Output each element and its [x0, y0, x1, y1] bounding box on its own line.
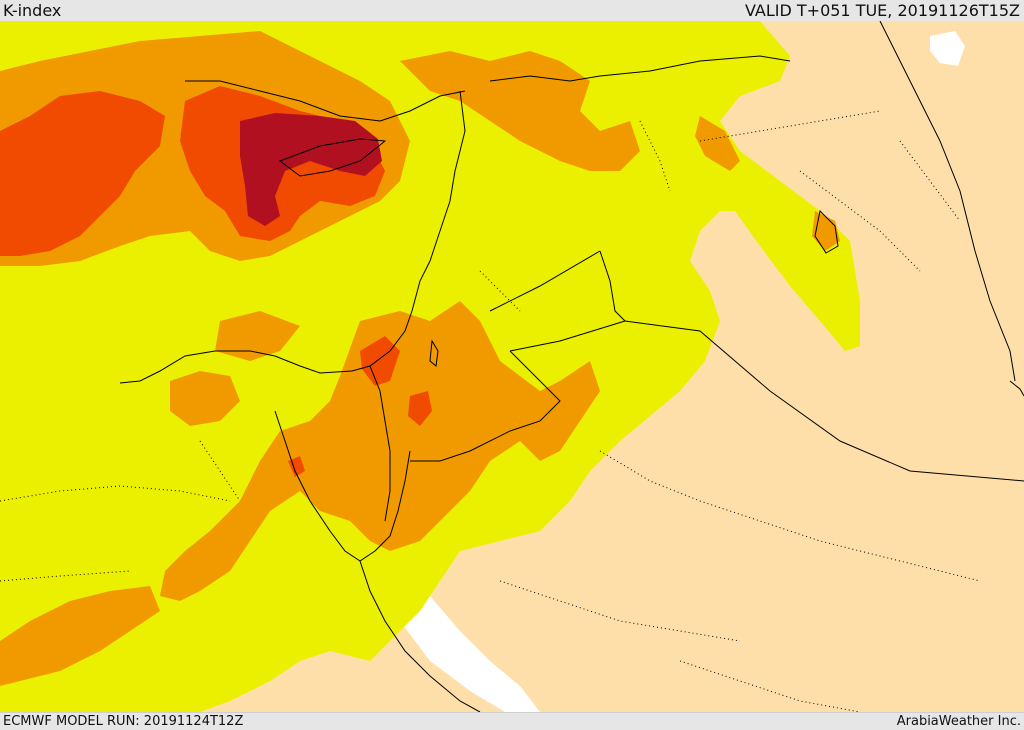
map-title: K-index — [3, 1, 62, 20]
jordan-saudi-border — [624, 320, 1024, 482]
jordan-saudi-south — [410, 350, 561, 462]
red-sea-west-coast — [359, 560, 481, 712]
dead-sea — [429, 339, 439, 367]
gulf-coast — [1009, 380, 1024, 397]
turkey-syria-border — [489, 55, 791, 82]
egypt-israel-border — [369, 365, 391, 522]
levant-coast — [351, 90, 466, 372]
country-borders — [369, 21, 1024, 522]
lake-van — [930, 31, 965, 66]
k-index-map[interactable] — [0, 21, 1024, 712]
jordan-iraq-border — [509, 320, 626, 352]
model-run-label: ECMWF MODEL RUN: 20191124T12Z — [3, 714, 244, 729]
turkey-south-coast — [185, 80, 466, 122]
egypt-north-coast — [119, 350, 353, 384]
syria-jordan-border — [489, 250, 601, 312]
header-bar: K-index VALID T+051 TUE, 20191126T15Z — [0, 0, 1024, 22]
sinai-gulf-suez — [274, 410, 361, 562]
cyprus — [278, 138, 387, 177]
internal-borders — [0, 110, 981, 712]
credit-label: ArabiaWeather Inc. — [896, 714, 1021, 729]
coastlines — [119, 80, 1024, 712]
syria-iraq-border — [599, 250, 626, 322]
gulf-aqaba — [359, 450, 411, 562]
iraq-iran-border — [879, 21, 1016, 382]
valid-time-label: VALID T+051 TUE, 20191126T15Z — [744, 1, 1020, 20]
euphrates-lake — [814, 209, 839, 254]
footer-bar: ECMWF MODEL RUN: 20191124T12Z ArabiaWeat… — [0, 712, 1024, 730]
